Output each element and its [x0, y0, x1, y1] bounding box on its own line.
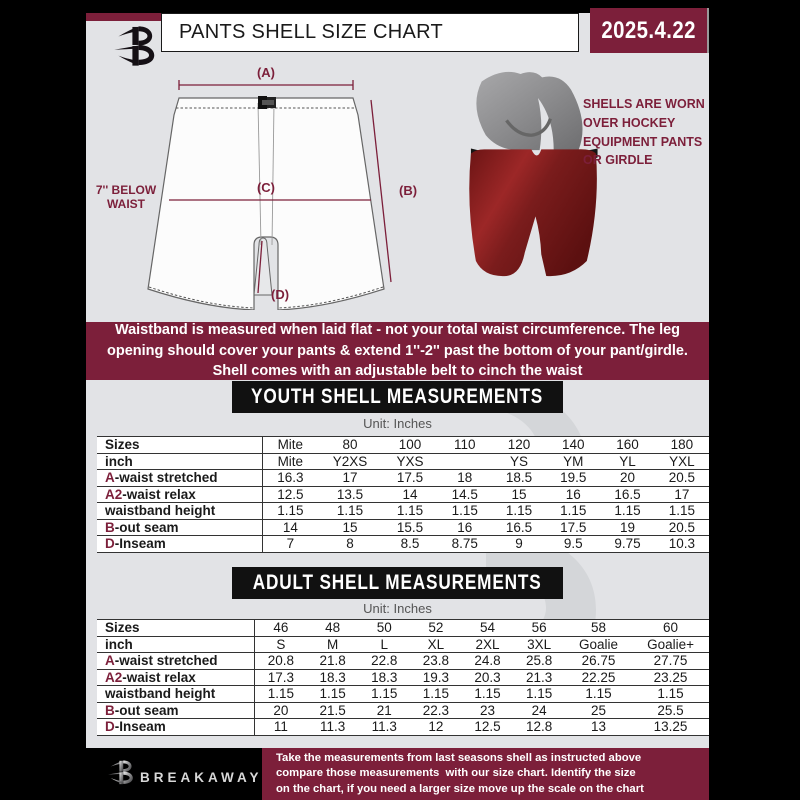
svg-text:(B): (B) — [399, 183, 417, 198]
svg-text:7'' BELOW: 7'' BELOW — [96, 183, 157, 197]
svg-text:(A): (A) — [257, 65, 275, 80]
svg-text:(D): (D) — [271, 287, 289, 302]
svg-text:(C): (C) — [257, 180, 275, 195]
svg-text:WAIST: WAIST — [107, 197, 146, 211]
